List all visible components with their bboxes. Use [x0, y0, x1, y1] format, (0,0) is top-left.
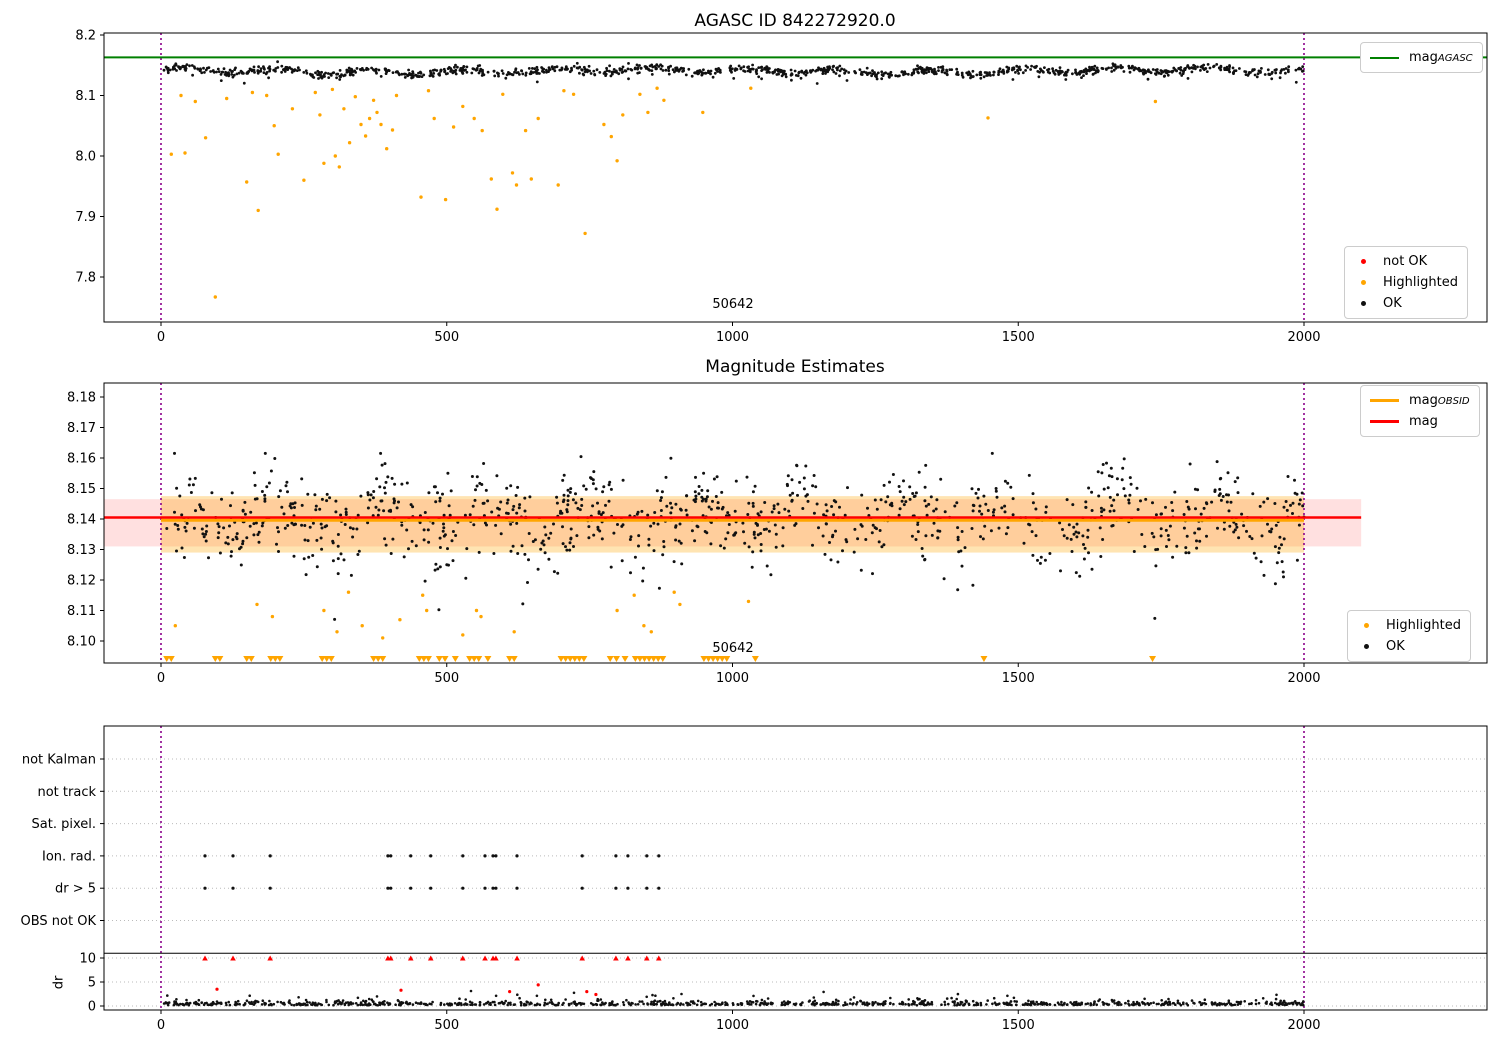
x-tick-label: 0 [157, 1018, 165, 1033]
y-tick-label: 8.1 [75, 89, 96, 104]
top-plot-status-legend: not OK Highlighted OK [1344, 246, 1468, 319]
orange-line-sample [1370, 399, 1399, 402]
flag-tick-label: dr > 5 [55, 882, 96, 897]
legend-entry: magOBSID [1370, 390, 1470, 411]
dr-tick-label: 0 [88, 1000, 96, 1015]
flag-tick-label: Ion. rad. [42, 849, 96, 864]
obsid-annotation-middle: 50642 [712, 641, 754, 656]
legend-label: magOBSID [1409, 392, 1470, 408]
flag-tick-label: Sat. pixel. [32, 817, 96, 832]
legend-label: Highlighted [1383, 275, 1458, 290]
flag-axis: not Kalman not track Sat. pixel. Ion. rad. d… [21, 753, 104, 1015]
dr-axis-label: dr [51, 975, 67, 990]
legend-label: OK [1386, 639, 1405, 654]
orange-dot-sample [1361, 280, 1366, 285]
green-line-sample [1370, 56, 1399, 59]
x-tick-label: 1000 [716, 1018, 749, 1033]
legend-entry: OK [1357, 636, 1461, 657]
red-line-sample [1370, 420, 1399, 423]
middle-plot-title: Magnitude Estimates [705, 357, 885, 377]
black-dot-sample [1361, 301, 1366, 306]
top-plot-title: AGASC ID 842272920.0 [694, 11, 896, 31]
y-tick-label: 8.0 [75, 150, 96, 165]
middle-plot-status-legend: Highlighted OK [1347, 610, 1471, 662]
x-tick-label: 500 [434, 1018, 459, 1033]
x-tick-label: 1000 [716, 671, 749, 686]
x-tick-label: 2000 [1287, 1018, 1320, 1033]
legend-label: not OK [1383, 254, 1428, 269]
agasc-mag-legend: magAGASC [1360, 42, 1483, 73]
y-tick-label: 8.17 [67, 421, 96, 436]
x-tick-label: 1000 [716, 330, 749, 345]
x-tick-label: 2000 [1287, 330, 1320, 345]
y-tick-label: 8.13 [67, 543, 96, 558]
y-axis: 8.2 8.1 8.0 7.9 7.8 [75, 29, 104, 286]
x-tick-label: 1500 [1002, 671, 1035, 686]
dr-tick-label: 5 [88, 976, 96, 991]
legend-entry: Highlighted [1354, 272, 1458, 293]
y-axis: 8.18 8.17 8.16 8.15 8.14 8.13 8.12 8.11 8.10 [67, 391, 104, 650]
y-tick-label: 7.8 [75, 271, 96, 286]
dr-ok-points [162, 989, 1305, 1007]
legend-label: magAGASC [1409, 49, 1473, 65]
x-tick-label: 500 [434, 671, 459, 686]
flag-tick-label: not Kalman [22, 753, 96, 768]
x-tick-label: 1500 [1002, 1018, 1035, 1033]
red-dot-sample [1361, 259, 1366, 264]
x-tick-label: 0 [157, 330, 165, 345]
obsid-annotation-top: 50642 [712, 297, 754, 312]
y-tick-label: 8.14 [67, 513, 96, 528]
ok-points [162, 60, 1305, 85]
x-axis: 0 500 1000 1500 2000 [157, 1010, 1321, 1033]
legend-entry: mag [1370, 411, 1470, 432]
y-tick-label: 8.12 [67, 574, 96, 589]
x-axis: 0 500 1000 1500 2000 [157, 663, 1321, 686]
legend-entry: magAGASC [1370, 47, 1473, 68]
flag-gridlines [104, 758, 1487, 1007]
x-tick-label: 1500 [1002, 330, 1035, 345]
y-tick-label: 8.16 [67, 452, 96, 467]
y-tick-label: 8.10 [67, 635, 96, 650]
flag-points [203, 854, 661, 890]
x-tick-label: 0 [157, 671, 165, 686]
dr-tick-label: 10 [79, 952, 96, 967]
x-tick-label: 2000 [1287, 671, 1320, 686]
legend-entry: not OK [1354, 251, 1458, 272]
legend-label: OK [1383, 296, 1402, 311]
x-axis: 0 500 1000 1500 2000 [157, 322, 1321, 345]
clipped-highlighted-triangles [163, 656, 1157, 662]
legend-label: mag [1409, 413, 1438, 429]
y-tick-label: 7.9 [75, 210, 96, 225]
y-tick-label: 8.11 [67, 604, 96, 619]
legend-entry: OK [1354, 293, 1458, 314]
dr-not-ok-points [202, 955, 662, 997]
highlighted-points [169, 86, 1158, 299]
y-tick-label: 8.15 [67, 482, 96, 497]
orange-dot-sample [1364, 623, 1369, 628]
flag-tick-label: OBS not OK [21, 914, 97, 929]
middle-plot-lines-legend: magOBSID mag [1360, 385, 1480, 437]
flag-tick-label: not track [37, 785, 96, 800]
legend-label: Highlighted [1386, 618, 1461, 633]
x-tick-label: 500 [434, 330, 459, 345]
y-tick-label: 8.18 [67, 391, 96, 406]
y-tick-label: 8.2 [75, 29, 96, 44]
black-dot-sample [1364, 644, 1369, 649]
legend-entry: Highlighted [1357, 615, 1461, 636]
highlighted-points [173, 590, 751, 640]
